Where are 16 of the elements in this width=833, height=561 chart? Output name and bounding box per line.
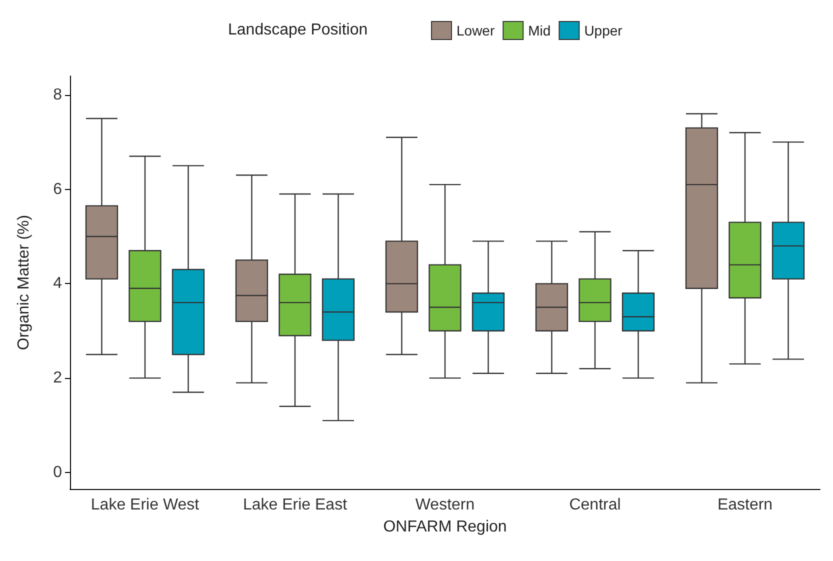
x-tick-label: Lake Erie East — [242, 496, 348, 514]
x-tick-label: Lake Erie West — [90, 496, 200, 514]
y-tick-label: 0 — [53, 464, 62, 481]
x-axis-title: ONFARM Region — [383, 518, 507, 536]
legend-label: Upper — [584, 22, 623, 38]
y-tick-label: 8 — [53, 86, 62, 104]
legend-title: Landscape Position — [228, 22, 368, 38]
y-tick-label: 2 — [53, 370, 62, 387]
legend-label: Mid — [528, 22, 551, 38]
legend-label: Lower — [456, 22, 495, 38]
x-tick-label: Western — [415, 496, 475, 514]
y-tick-label: 4 — [53, 275, 62, 292]
y-axis-title: Organic Matter (%) — [16, 214, 32, 350]
x-tick-label: Eastern — [717, 496, 773, 514]
x-tick-label: Central — [569, 496, 621, 514]
y-tick-label: 6 — [53, 180, 62, 198]
